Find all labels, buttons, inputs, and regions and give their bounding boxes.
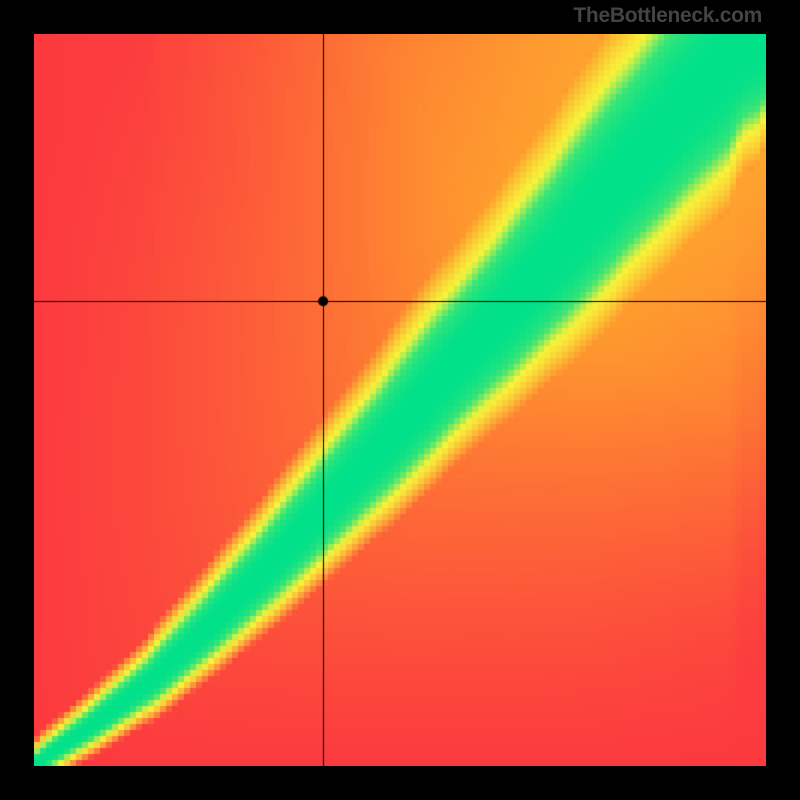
- heatmap-frame: TheBottleneck.com: [0, 0, 800, 800]
- watermark-label: TheBottleneck.com: [573, 4, 762, 28]
- bottleneck-heatmap: [34, 34, 766, 766]
